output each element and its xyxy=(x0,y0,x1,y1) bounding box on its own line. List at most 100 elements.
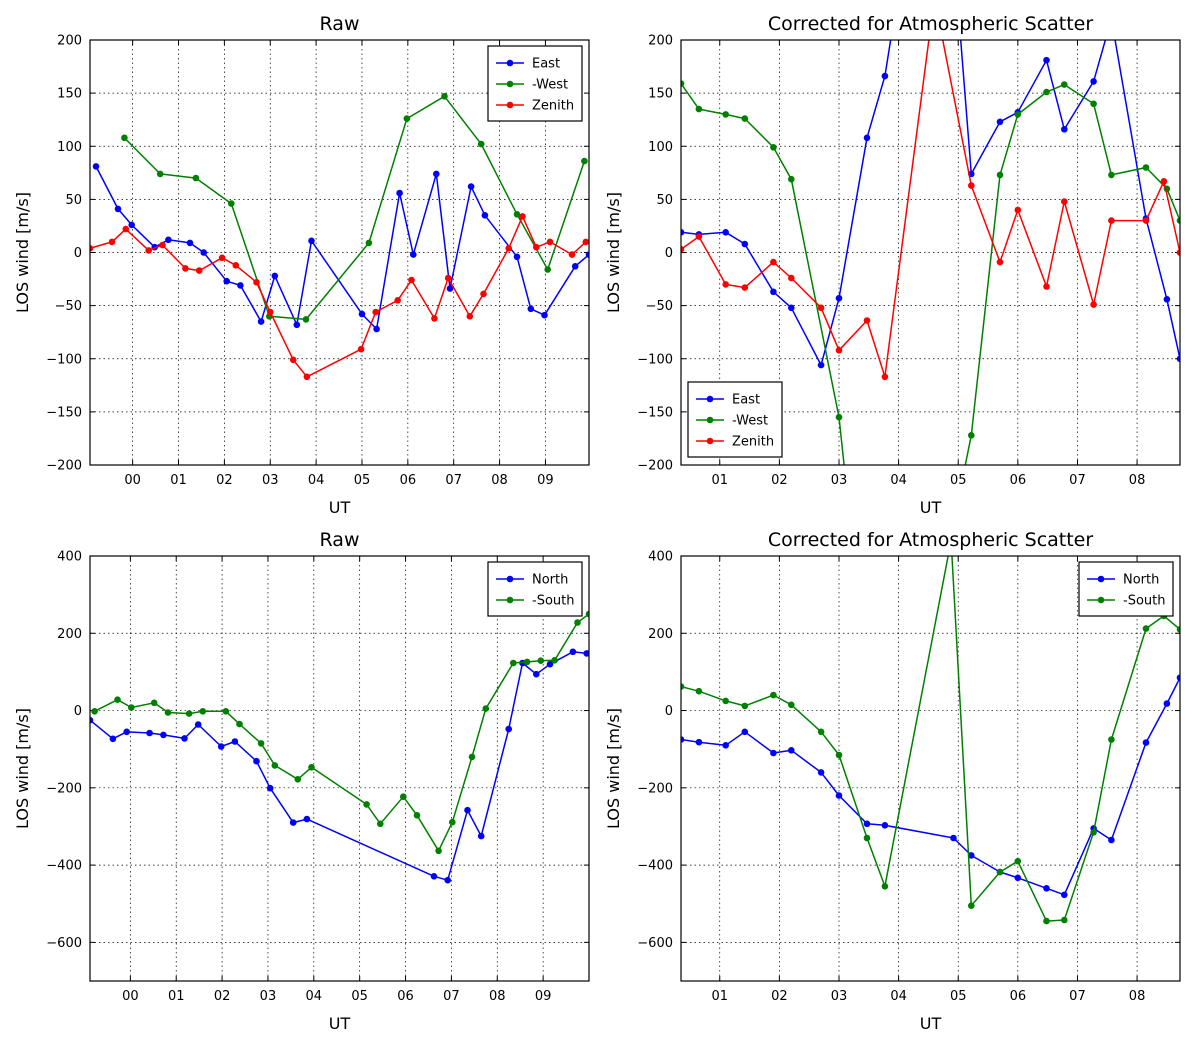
data-point xyxy=(128,704,135,711)
data-point xyxy=(377,820,384,828)
data-point xyxy=(513,211,521,218)
legend: East -West Zenith xyxy=(687,381,783,458)
x-tick-label: 04 xyxy=(890,989,907,1004)
y-tick-label: 400 xyxy=(57,550,82,565)
data-point xyxy=(403,115,411,122)
data-point xyxy=(266,308,274,316)
x-tick-label: 07 xyxy=(1069,473,1086,488)
data-point xyxy=(266,784,274,792)
data-point xyxy=(1176,249,1180,256)
data-point xyxy=(481,212,489,219)
legend-marker xyxy=(506,80,514,88)
data-point xyxy=(271,272,279,280)
x-tick-label: 03 xyxy=(831,473,848,488)
data-point xyxy=(164,709,172,716)
legend-label: East xyxy=(732,393,760,408)
chart-panel-3: 00 01 02 03 04 05 06 07 08 09 −600 −400 −200 0 200 400 R… xyxy=(13,529,590,1033)
data-point xyxy=(237,282,244,289)
y-tick-label: −150 xyxy=(637,405,673,420)
data-point xyxy=(480,290,487,298)
legend-box xyxy=(1078,561,1174,617)
axes-frame xyxy=(680,555,1181,982)
data-point xyxy=(835,294,843,302)
y-tick-label: 200 xyxy=(57,34,82,49)
data-point xyxy=(741,240,749,248)
plot-area xyxy=(681,40,1180,465)
x-tick-label: 02 xyxy=(771,473,788,488)
data-point xyxy=(464,806,471,814)
data-point xyxy=(996,171,1004,179)
data-point xyxy=(109,735,117,743)
y-tick-label: −100 xyxy=(46,352,82,367)
x-axis-label: UT xyxy=(329,498,351,517)
data-point xyxy=(881,72,889,80)
data-point xyxy=(303,373,311,381)
data-point xyxy=(90,716,94,724)
y-tick-label: −400 xyxy=(46,859,82,874)
legend-marker xyxy=(706,395,714,403)
data-point xyxy=(477,140,485,148)
data-point xyxy=(722,281,729,288)
series-line-2 xyxy=(681,40,1180,378)
y-tick-label: −100 xyxy=(637,352,673,367)
data-point xyxy=(293,321,301,329)
x-tick-label: 06 xyxy=(397,989,414,1004)
x-axis-label: UT xyxy=(329,1014,351,1033)
data-point xyxy=(231,738,239,745)
y-axis-label: LOS wind [m/s] xyxy=(13,708,32,829)
data-point xyxy=(1014,111,1022,118)
data-point xyxy=(835,347,843,354)
x-tick-label: 06 xyxy=(1010,989,1027,1004)
x-tick-label: 01 xyxy=(711,989,728,1004)
data-point xyxy=(523,658,531,666)
data-point xyxy=(185,710,193,717)
data-point xyxy=(253,757,260,765)
data-point xyxy=(150,699,158,707)
data-point xyxy=(817,728,825,736)
data-point xyxy=(1142,217,1150,224)
x-tick-label: 08 xyxy=(491,473,508,488)
data-point xyxy=(146,729,153,737)
x-tick-label: 09 xyxy=(537,473,554,488)
data-point xyxy=(881,883,889,890)
data-point xyxy=(681,683,685,690)
legend-box xyxy=(487,561,583,617)
data-point xyxy=(582,238,589,246)
data-point xyxy=(863,834,871,842)
data-point xyxy=(468,753,476,761)
data-point xyxy=(546,238,554,246)
data-point xyxy=(218,254,226,262)
data-point xyxy=(788,175,795,183)
data-point xyxy=(541,311,548,319)
y-tick-label: −600 xyxy=(46,936,82,951)
plot-area xyxy=(90,93,589,381)
data-point xyxy=(1176,217,1180,224)
data-point xyxy=(1061,126,1068,133)
axes-frame xyxy=(89,555,590,982)
data-point xyxy=(568,251,576,258)
data-point xyxy=(396,189,403,197)
data-point xyxy=(192,174,200,182)
chart-title: Corrected for Atmospheric Scatter xyxy=(768,529,1094,551)
data-point xyxy=(466,313,474,320)
data-point xyxy=(108,238,116,246)
data-point xyxy=(681,229,685,236)
legend-label: -West xyxy=(532,78,568,93)
data-point xyxy=(294,776,302,783)
data-point xyxy=(817,304,825,312)
data-point xyxy=(408,276,415,284)
data-point xyxy=(968,182,975,189)
data-point xyxy=(1142,739,1150,746)
data-point xyxy=(372,308,380,316)
data-point xyxy=(863,134,871,142)
legend-label: North xyxy=(532,573,568,588)
y-tick-label: 100 xyxy=(57,140,82,155)
legend-label: Zenith xyxy=(732,435,774,450)
data-point xyxy=(433,170,440,178)
legend-label: North xyxy=(1123,573,1159,588)
data-point xyxy=(121,134,128,142)
axes-frame xyxy=(89,39,590,466)
data-point xyxy=(513,253,521,261)
data-point xyxy=(236,720,243,728)
